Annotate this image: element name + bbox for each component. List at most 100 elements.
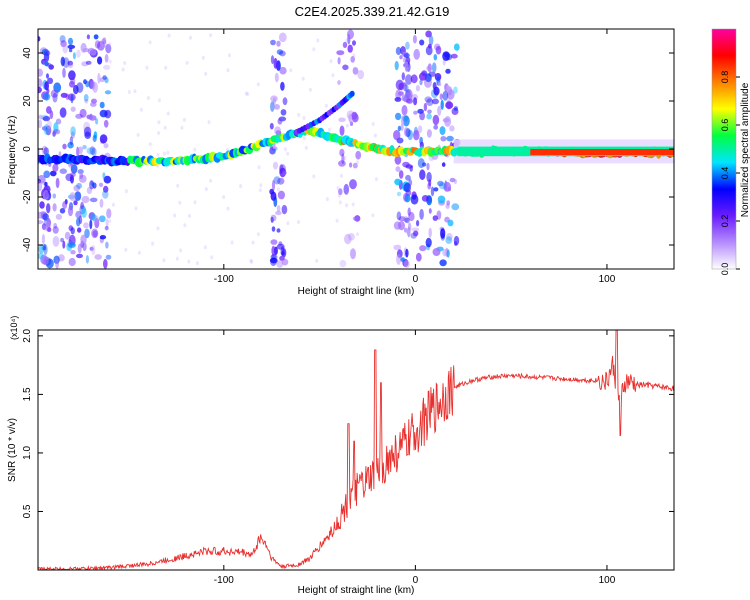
x-tick-label: -100 xyxy=(214,274,234,285)
noise-blob xyxy=(78,174,87,183)
noise-blob xyxy=(195,261,199,266)
noise-blob xyxy=(339,259,347,268)
noise-blob xyxy=(92,230,98,238)
noise-blob xyxy=(99,101,105,109)
noise-blob xyxy=(351,111,358,120)
noise-blob xyxy=(402,115,410,127)
noise-blob xyxy=(83,126,92,137)
noise-blob xyxy=(405,128,411,138)
noise-blob xyxy=(279,66,287,75)
noise-blob xyxy=(289,68,293,73)
noise-blob xyxy=(92,182,96,187)
noise-blob xyxy=(403,260,410,268)
noise-blob xyxy=(419,39,425,46)
noise-blob xyxy=(272,161,279,170)
noise-blob xyxy=(69,192,76,202)
noise-blob xyxy=(403,127,409,137)
noise-blob xyxy=(47,227,52,233)
noise-blob xyxy=(349,179,357,190)
noise-blob xyxy=(90,80,96,90)
noise-blob xyxy=(203,245,207,250)
noise-blob xyxy=(79,108,87,118)
noise-blob xyxy=(73,184,81,192)
noise-blob xyxy=(270,55,275,65)
noise-blob xyxy=(371,213,375,218)
noise-blob xyxy=(67,60,74,66)
noise-blob xyxy=(426,129,432,138)
noise-blob xyxy=(59,208,66,214)
noise-blob xyxy=(400,257,406,262)
noise-blob xyxy=(53,122,59,133)
noise-blob xyxy=(397,125,402,132)
ridge-strip-peak xyxy=(530,149,674,155)
noise-blob xyxy=(38,220,44,225)
noise-blob xyxy=(325,197,329,202)
noise-blob xyxy=(105,43,112,54)
noise-blob xyxy=(352,216,361,222)
noise-blob xyxy=(451,203,460,211)
noise-blob xyxy=(352,40,356,46)
noise-blob xyxy=(404,194,410,203)
noise-blob xyxy=(395,79,404,91)
chart-title: C2E4.2025.339.21.42.G19 xyxy=(295,4,450,19)
noise-blob xyxy=(53,222,58,229)
noise-blob xyxy=(59,168,67,174)
noise-blob xyxy=(92,134,97,142)
noise-blob xyxy=(338,200,342,205)
noise-blob xyxy=(270,239,278,245)
noise-blob xyxy=(427,63,432,73)
noise-blob xyxy=(315,258,319,263)
y-tick-label: 0.5 xyxy=(22,504,33,518)
noise-blob xyxy=(46,73,49,79)
noise-blob xyxy=(339,148,345,157)
noise-blob xyxy=(453,86,458,94)
noise-blob xyxy=(42,255,49,266)
noise-blob xyxy=(413,130,420,141)
noise-blob xyxy=(226,68,230,73)
noise-blob xyxy=(335,218,339,223)
noise-blob xyxy=(182,117,186,122)
heatmap-cells xyxy=(38,29,674,269)
noise-blob xyxy=(449,177,456,183)
noise-blob xyxy=(428,227,432,238)
noise-blob xyxy=(38,114,43,120)
colorbar-tick-label: 0.2 xyxy=(720,215,730,228)
noise-blob xyxy=(437,105,442,116)
noise-blob xyxy=(430,186,435,197)
spectrogram-panel: -100 0 100 -40 -20 0 20 40 Height of straight l… xyxy=(7,28,675,297)
noise-blob xyxy=(276,40,281,47)
noise-blob xyxy=(89,246,94,251)
noise-blob xyxy=(426,113,432,120)
noise-blob xyxy=(279,167,287,178)
noise-blob xyxy=(45,125,52,136)
noise-blob xyxy=(250,259,254,264)
noise-blob xyxy=(395,166,401,172)
noise-blob xyxy=(244,91,248,96)
y-tick-label: -40 xyxy=(22,237,33,252)
noise-blob xyxy=(413,230,419,237)
noise-blob xyxy=(432,215,438,221)
colorbar-tick-label: 0.6 xyxy=(720,119,730,132)
noise-blob xyxy=(43,124,49,135)
noise-blob xyxy=(111,202,115,207)
noise-blob xyxy=(60,92,68,98)
noise-blob xyxy=(270,95,278,102)
noise-blob xyxy=(157,120,161,125)
noise-blob xyxy=(442,248,448,257)
noise-blob xyxy=(55,177,60,189)
noise-blob xyxy=(91,244,96,256)
noise-blob xyxy=(52,129,61,135)
noise-blob xyxy=(336,50,345,56)
noise-blob xyxy=(137,250,141,255)
noise-blob xyxy=(256,82,260,87)
noise-blob xyxy=(297,220,300,225)
noise-blob xyxy=(94,218,100,229)
noise-blob xyxy=(70,164,78,174)
noise-blob xyxy=(421,195,429,202)
noise-blob xyxy=(439,93,443,100)
noise-blob xyxy=(352,67,359,75)
noise-blob xyxy=(401,115,405,126)
noise-blob xyxy=(433,124,439,130)
noise-blob xyxy=(69,136,74,146)
